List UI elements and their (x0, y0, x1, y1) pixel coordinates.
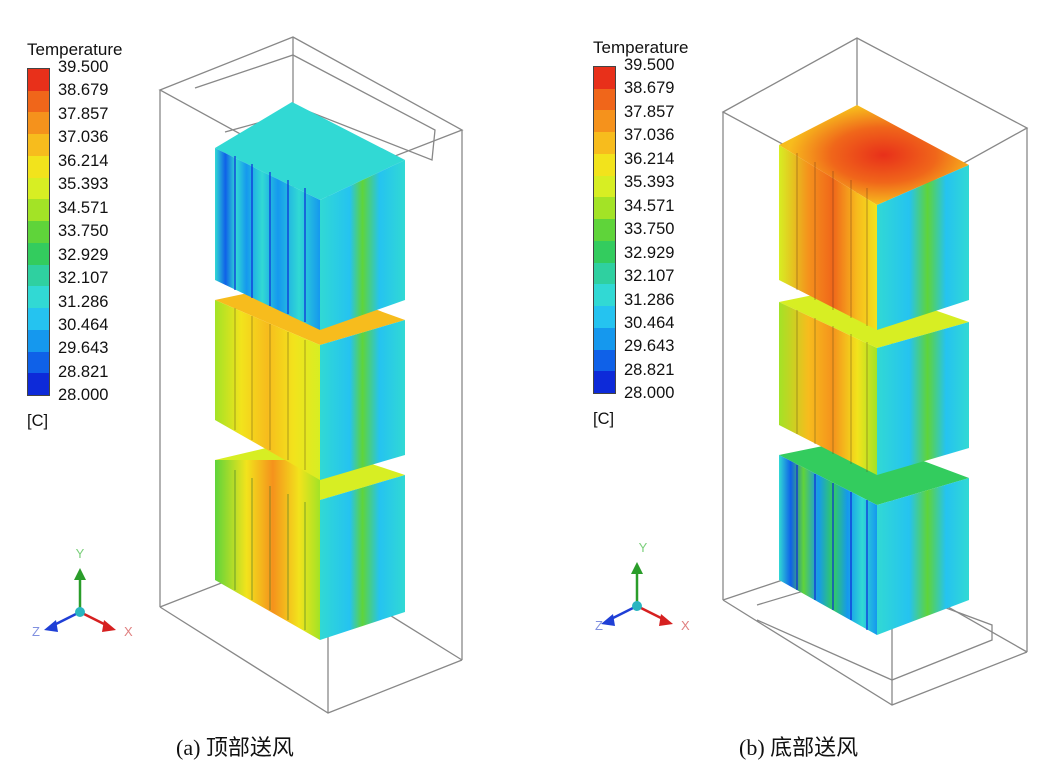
legend-tick-label: 29.643 (58, 339, 109, 358)
module-middle (215, 282, 405, 480)
legend-swatch (28, 90, 49, 113)
panel-bottom-supply: Temperature 39.500 38.679 37.857 37.036 36.2… (527, 0, 1053, 779)
legend-tick-label: 33.750 (58, 222, 109, 241)
panel-top-supply: Temperature 39.500 38.679 37.857 37.036 36.2… (0, 0, 526, 779)
legend-tick-label: 39.500 (58, 58, 109, 76)
legend-tick-label: 36.214 (58, 151, 109, 170)
legend-tick-label: 29.643 (624, 337, 675, 356)
module-upper (215, 102, 405, 330)
legend-tick-label: 37.857 (58, 104, 109, 123)
legend-swatch (594, 327, 615, 350)
legend-swatch (594, 284, 615, 307)
legend-tick-label: 38.679 (58, 81, 109, 100)
caption-b: (b) 底部送风 (739, 735, 859, 760)
axis-y-label: Y (639, 540, 648, 555)
legend-swatch (28, 351, 49, 374)
legend-swatch (28, 329, 49, 352)
legend-tick-label: 35.393 (58, 175, 109, 194)
axis-x-label: X (124, 624, 133, 639)
legend-swatch (594, 371, 615, 394)
legend-tick-label: 32.107 (624, 267, 675, 286)
legend-swatch (594, 110, 615, 133)
legend-tick-label: 32.929 (624, 243, 675, 262)
legend-tick-label: 28.000 (58, 386, 109, 405)
legend-swatch (594, 262, 615, 285)
axis-x-label: X (681, 618, 690, 633)
legend-tick-label: 39.500 (624, 56, 675, 74)
legend-swatch (594, 197, 615, 220)
legend-swatch (594, 349, 615, 372)
module-lower (779, 438, 969, 635)
legend-tick-label: 28.821 (624, 360, 675, 379)
axis-z-label: Z (32, 624, 40, 639)
legend-title: Temperature (593, 38, 689, 57)
axis-y-label: Y (76, 546, 85, 561)
legend-swatch (28, 134, 49, 156)
cabinet-temperature-scene: Y X Z (32, 36, 464, 714)
legend-swatch (28, 69, 49, 91)
legend-swatch (28, 286, 49, 309)
legend-tick-label: 32.929 (58, 245, 109, 264)
legend-tick-label: 37.857 (624, 102, 675, 121)
legend-colorbar (27, 68, 50, 396)
axis-triad: Y X Z (32, 546, 133, 639)
axis-triad: Y X Z (595, 540, 690, 633)
legend-swatch (594, 132, 615, 154)
cabinet-temperature-scene: Y X Z (595, 37, 1029, 706)
legend-tick-label: 38.679 (624, 79, 675, 98)
legend-tick-label: 33.750 (624, 220, 675, 239)
module-upper (779, 105, 969, 330)
legend-unit: [C] (593, 410, 615, 428)
legend-tick-label: 34.571 (624, 196, 675, 215)
axis-z-label: Z (595, 618, 603, 633)
legend-swatch (594, 219, 615, 241)
legend-swatch (594, 153, 615, 176)
legend-swatch (594, 240, 615, 263)
legend-swatch (28, 199, 49, 222)
legend-swatch (28, 221, 49, 243)
legend-swatch (28, 264, 49, 287)
legend-swatch (594, 88, 615, 111)
module-lower (215, 440, 405, 640)
legend-swatch (28, 308, 49, 330)
legend-title: Temperature (27, 40, 123, 59)
legend-unit: [C] (27, 412, 49, 430)
legend-tick-label: 37.036 (624, 126, 675, 145)
legend-tick-label: 32.107 (58, 269, 109, 288)
legend-tick-label: 31.286 (58, 292, 109, 311)
legend-swatch (28, 112, 49, 135)
legend-swatch (594, 67, 615, 89)
legend-swatch (28, 155, 49, 178)
legend-tick-label: 28.821 (58, 362, 109, 381)
legend-swatch (594, 306, 615, 328)
legend-swatch (28, 177, 49, 200)
legend-tick-label: 34.571 (58, 198, 109, 217)
caption-a: (a) 顶部送风 (176, 735, 294, 760)
legend-tick-label: 36.214 (624, 149, 675, 168)
legend-tick-label: 37.036 (58, 128, 109, 147)
legend-tick-label: 31.286 (624, 290, 675, 309)
legend-swatch (594, 175, 615, 198)
legend-swatch (28, 373, 49, 396)
legend-tick-label: 30.464 (58, 315, 109, 334)
legend-swatch (28, 242, 49, 265)
legend-tick-label: 35.393 (624, 173, 675, 192)
legend-tick-label: 28.000 (624, 384, 675, 403)
legend-colorbar (593, 66, 616, 394)
legend-tick-label: 30.464 (624, 313, 675, 332)
